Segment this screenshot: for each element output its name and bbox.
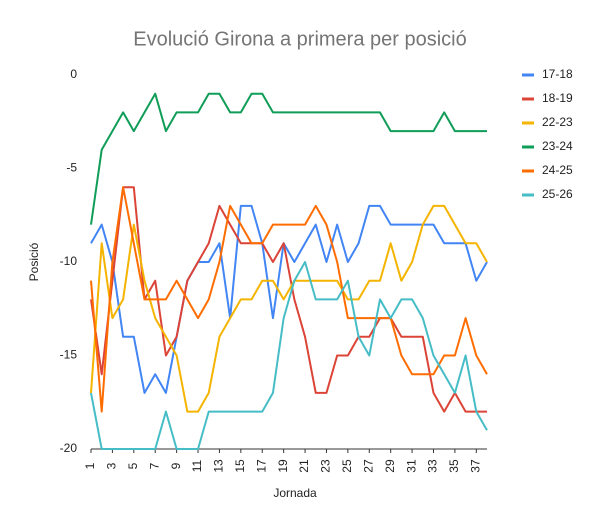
legend-label: 25-26 (542, 187, 573, 201)
legend-label: 22-23 (542, 115, 573, 129)
legend-label: 23-24 (542, 139, 573, 153)
y-tick-label: -15 (60, 348, 78, 362)
x-tick-label: 11 (190, 459, 204, 472)
x-tick-label: 3 (105, 462, 119, 469)
legend-label: 18-19 (542, 91, 573, 105)
series-line (90, 261, 488, 450)
legend-label: 17-18 (542, 67, 573, 81)
y-tick-label: -20 (60, 441, 78, 455)
series-line (90, 92, 487, 225)
x-tick-label: 23 (319, 459, 333, 473)
x-tick-label: 5 (126, 462, 140, 469)
series-line (90, 186, 488, 413)
x-tick-label: 37 (468, 459, 482, 473)
x-axis-label: Jornada (273, 486, 317, 500)
x-tick-label: 9 (169, 462, 183, 469)
y-tick-label: -5 (66, 161, 77, 175)
series-line (90, 204, 488, 413)
series-line (90, 204, 488, 394)
x-tick-label: 29 (383, 459, 397, 473)
x-tick-label: 25 (340, 459, 354, 473)
x-tick-label: 27 (361, 459, 375, 473)
x-tick-label: 7 (147, 462, 161, 469)
x-tick-label: 19 (276, 459, 290, 473)
x-tick-label: 35 (447, 459, 461, 473)
legend-label: 24-25 (542, 163, 573, 177)
y-axis-label: Posició (27, 242, 41, 281)
chart-title: Evolució Girona a primera per posició (133, 28, 467, 50)
x-tick-label: 15 (233, 459, 247, 473)
x-tick-label: 13 (212, 459, 226, 473)
x-tick-label: 21 (297, 459, 311, 473)
x-tick-label: 17 (254, 459, 268, 473)
x-tick-label: 31 (404, 459, 418, 473)
x-tick-label: 33 (426, 459, 440, 473)
series-line (90, 186, 487, 413)
y-tick-label: 0 (70, 67, 77, 81)
x-tick-label: 1 (83, 462, 97, 469)
y-tick-label: -10 (60, 254, 78, 268)
